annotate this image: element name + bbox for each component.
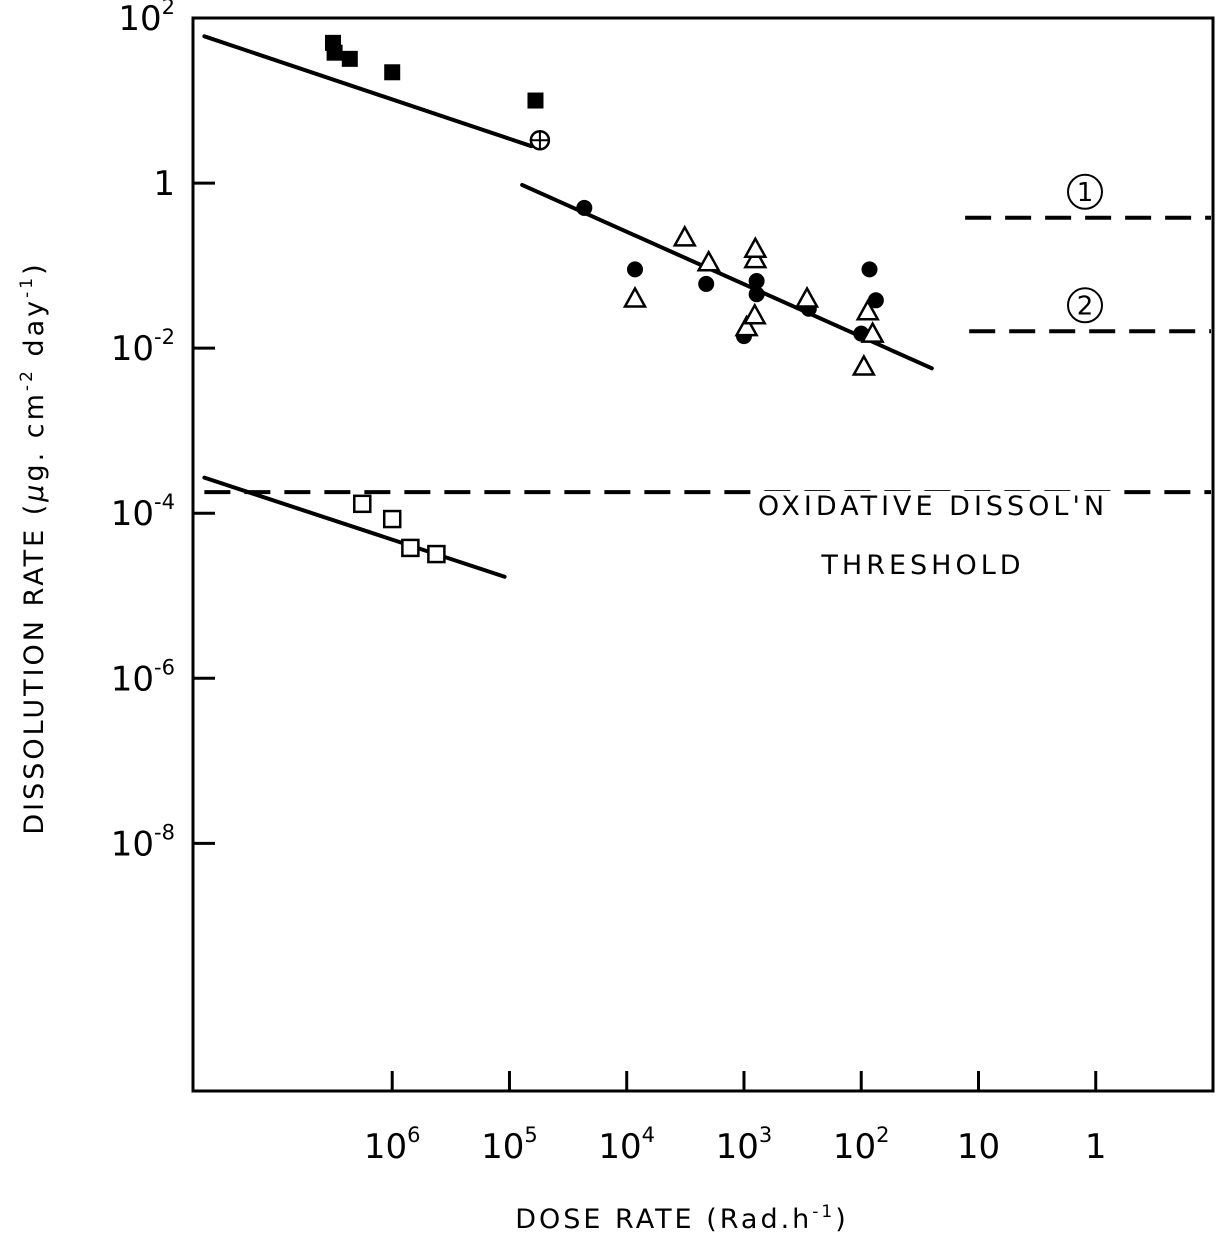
filled-circle-point: [748, 273, 765, 290]
annotation-background: [753, 491, 1113, 522]
open-triangle-point: [860, 321, 885, 343]
filled-square-point: [326, 44, 343, 61]
x-axis-title-main: DOSE RATE (Rad.h: [515, 1204, 812, 1235]
reference-label-text: 1: [1077, 178, 1094, 208]
y-axis-title: DISSOLUTION RATE (μg. cm-2 day-1): [17, 261, 50, 834]
y-tick-label: 102: [118, 0, 175, 39]
y-tick-label: 10-4: [111, 490, 175, 534]
open-square-point: [427, 544, 446, 564]
oxidative-dissolution-label: OXIDATIVE DISSOL'N: [758, 491, 1108, 522]
reference-lines: 12: [204, 173, 1211, 495]
y-ticks: 102 1 10-2 10-4 10-6 10-8: [111, 0, 215, 864]
x-tick-label: 105: [481, 1123, 538, 1167]
open-triangle-point: [622, 285, 648, 308]
y-tick-label: 10-2: [111, 325, 175, 369]
y-axis-title-unit: g. cm: [19, 391, 50, 481]
open-triangle-point: [794, 285, 820, 308]
annotation-background: [816, 550, 1029, 581]
reference-label-circle: [1067, 287, 1103, 324]
open-triangle-point: [855, 298, 880, 321]
open-square-point: [382, 509, 402, 529]
filled-square-point: [527, 92, 544, 109]
y-axis-title-main: DISSOLUTION RATE (: [19, 502, 50, 835]
x-tick-label: 103: [716, 1123, 773, 1167]
data-points: [324, 34, 885, 564]
x-axis-title: DOSE RATE (Rad.h-1): [515, 1202, 849, 1235]
x-axis-title-close: ): [835, 1204, 849, 1235]
x-tick-label: 10: [957, 1127, 1000, 1167]
open-triangle-point: [734, 314, 759, 337]
y-tick-label: 10-6: [111, 655, 175, 699]
open-triangle-point: [742, 302, 767, 325]
filled-square-point: [384, 64, 401, 81]
x-axis-title-exponent: -1: [812, 1202, 835, 1222]
x-tick-label: 104: [598, 1123, 655, 1167]
y-axis-title-exp2: -1: [17, 275, 37, 298]
threshold-label: THRESHOLD: [820, 550, 1024, 581]
x-tick-label: 1: [1085, 1127, 1107, 1167]
filled-circle-point: [698, 275, 715, 292]
reference-label-circle: [1067, 173, 1103, 210]
y-axis-title-day: day: [19, 298, 50, 368]
open-triangle-point: [743, 236, 768, 259]
open-triangle-point: [851, 353, 876, 376]
open-square-point: [401, 538, 420, 558]
fit-line: [202, 34, 534, 149]
filled-circle-point: [867, 292, 884, 309]
y-axis-title-close: ): [19, 261, 50, 275]
x-tick-label: 102: [833, 1123, 890, 1167]
y-axis-title-mu: μ: [19, 482, 50, 503]
filled-circle-point: [576, 199, 593, 216]
x-ticks: 106 105 104 103 102 10 1: [364, 1071, 1107, 1167]
open-triangle-point: [672, 224, 697, 247]
x-tick-label: 106: [364, 1123, 421, 1167]
open-triangle-point: [696, 249, 721, 272]
annotations: OXIDATIVE DISSOL'N THRESHOLD: [753, 491, 1113, 581]
filled-square-point: [341, 50, 358, 67]
filled-circle-point: [748, 286, 765, 303]
y-axis-title-exp1: -2: [17, 368, 37, 391]
open-triangle-point: [743, 246, 768, 269]
y-tick-label: 1: [153, 164, 175, 204]
reference-label-text: 2: [1077, 291, 1094, 321]
plot-frame: [191, 16, 1215, 1093]
open-square-point: [353, 494, 372, 514]
y-tick-label: 10-8: [111, 820, 175, 864]
filled-circle-point: [861, 261, 878, 278]
filled-circle-point: [626, 261, 643, 278]
fit-line: [202, 475, 507, 579]
